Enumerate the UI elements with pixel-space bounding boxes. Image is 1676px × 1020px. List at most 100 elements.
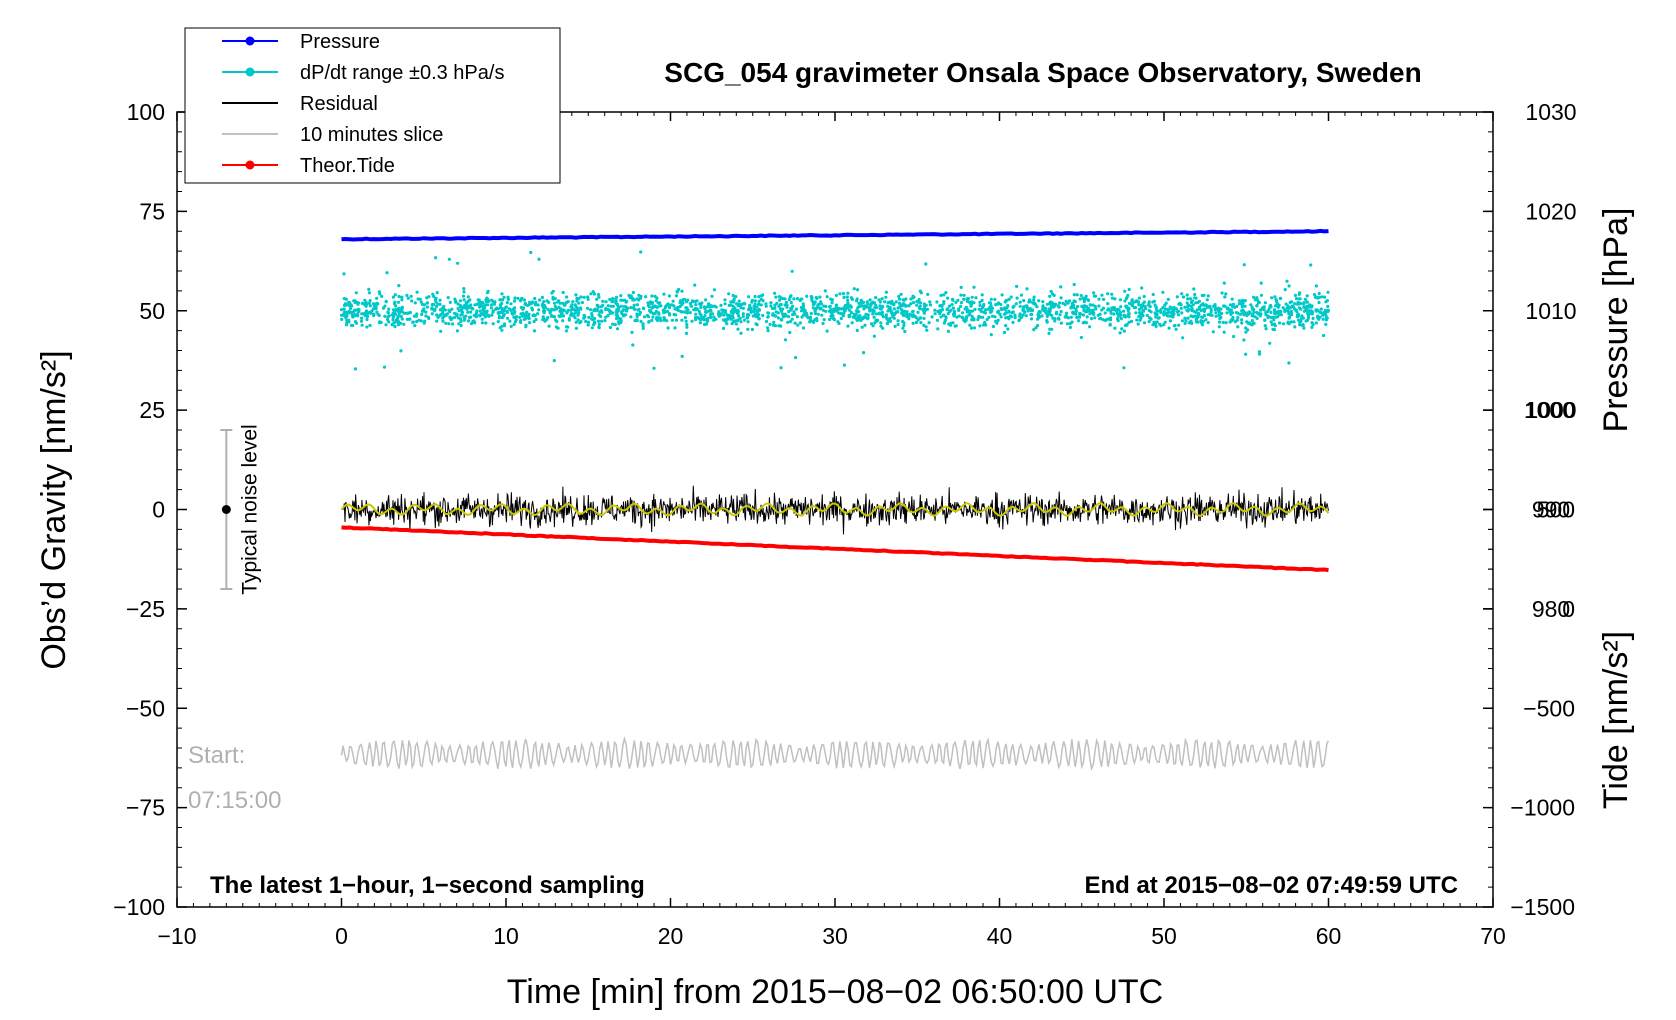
dpdt-point [447, 257, 451, 261]
dpdt-point [1184, 319, 1188, 323]
dpdt-point [856, 288, 860, 292]
dpdt-point [1115, 311, 1119, 316]
y-tick-label-tide: 0 [1562, 596, 1575, 622]
series-pressure-line [341, 228, 1329, 242]
dpdt-point [703, 306, 707, 310]
dpdt-point [439, 329, 443, 333]
dpdt-point [1006, 304, 1010, 308]
dpdt-point [458, 303, 462, 308]
dpdt-point [995, 321, 999, 325]
dpdt-point [614, 313, 619, 317]
dpdt-point [792, 310, 796, 314]
dpdt-point [1206, 321, 1210, 325]
dpdt-point [1211, 330, 1215, 334]
dpdt-point [1037, 299, 1041, 303]
dpdt-point [962, 318, 966, 322]
dpdt-point [855, 299, 859, 303]
dpdt-point [943, 318, 947, 323]
dpdt-point [1026, 309, 1030, 313]
dpdt-point [353, 299, 357, 303]
dpdt-point [1155, 312, 1159, 317]
dpdt-point [1196, 313, 1201, 317]
dpdt-point [1284, 302, 1288, 306]
dpdt-point [1041, 300, 1045, 304]
dpdt-point [1179, 303, 1183, 307]
dpdt-point [1213, 303, 1217, 307]
dpdt-point [678, 304, 682, 309]
dpdt-point [790, 269, 794, 273]
dpdt-point [815, 296, 819, 301]
dpdt-point [1106, 302, 1110, 306]
dpdt-point [478, 313, 482, 317]
y-tick-label-left: 0 [152, 497, 165, 523]
dpdt-point [1058, 313, 1062, 317]
dpdt-point [596, 319, 601, 323]
dpdt-point [704, 298, 708, 302]
dpdt-point [805, 294, 809, 298]
dpdt-point [1002, 330, 1007, 335]
dpdt-point [827, 305, 832, 309]
dpdt-point [965, 307, 969, 311]
dpdt-point [970, 309, 975, 313]
dpdt-point [790, 317, 794, 321]
dpdt-point [1180, 292, 1184, 296]
dpdt-point [841, 314, 845, 318]
dpdt-point [621, 308, 625, 312]
x-axis-label: Time [min] from 2015−08−02 06:50:00 UTC [507, 973, 1163, 1011]
dpdt-point [962, 293, 966, 297]
dpdt-point [1255, 316, 1259, 320]
dpdt-point [399, 349, 403, 353]
dpdt-point [1072, 293, 1076, 297]
dpdt-point [558, 301, 563, 305]
dpdt-point [850, 321, 854, 325]
dpdt-point [848, 304, 852, 308]
dpdt-point [1232, 334, 1236, 339]
dpdt-point [723, 298, 727, 302]
dpdt-point [384, 323, 388, 327]
dpdt-point [796, 323, 800, 327]
dpdt-point [1301, 323, 1305, 327]
dpdt-point [665, 303, 669, 307]
dpdt-point [597, 293, 601, 297]
dpdt-point [741, 312, 745, 316]
dpdt-point [1113, 326, 1117, 330]
dpdt-point [478, 305, 482, 309]
dpdt-point [1109, 309, 1113, 313]
dpdt-point [680, 318, 684, 322]
dpdt-point [1006, 327, 1010, 331]
dpdt-point [578, 306, 583, 310]
dpdt-point [342, 307, 346, 311]
y-tick-label-left: −50 [126, 695, 165, 721]
dpdt-point [376, 312, 380, 317]
dpdt-point [834, 293, 839, 297]
dpdt-point [480, 317, 484, 321]
dpdt-point [426, 315, 430, 319]
dpdt-point [1324, 322, 1328, 326]
dpdt-point [519, 320, 523, 324]
dpdt-point [1287, 361, 1291, 365]
dpdt-point [434, 296, 438, 300]
dpdt-point [655, 315, 659, 319]
x-tick-label: 40 [987, 923, 1013, 949]
dpdt-point [707, 302, 711, 306]
dpdt-point [721, 326, 726, 330]
dpdt-point [1185, 293, 1189, 297]
dpdt-point [599, 314, 603, 318]
dpdt-point [788, 330, 792, 335]
dpdt-point [1059, 285, 1063, 289]
dpdt-point [1176, 313, 1181, 317]
dpdt-point [1309, 263, 1313, 267]
dpdt-point [897, 294, 901, 299]
dpdt-point [726, 314, 730, 319]
dpdt-point [396, 323, 400, 327]
dpdt-point [1052, 305, 1056, 309]
dpdt-point [1142, 294, 1146, 299]
dpdt-point [397, 284, 401, 288]
dpdt-point [912, 313, 916, 317]
y-tick-label-left: −100 [113, 894, 165, 920]
dpdt-point [450, 316, 454, 320]
dpdt-point [342, 313, 346, 318]
dpdt-point [1173, 323, 1177, 328]
dpdt-point [739, 320, 743, 324]
dpdt-point [528, 300, 532, 304]
